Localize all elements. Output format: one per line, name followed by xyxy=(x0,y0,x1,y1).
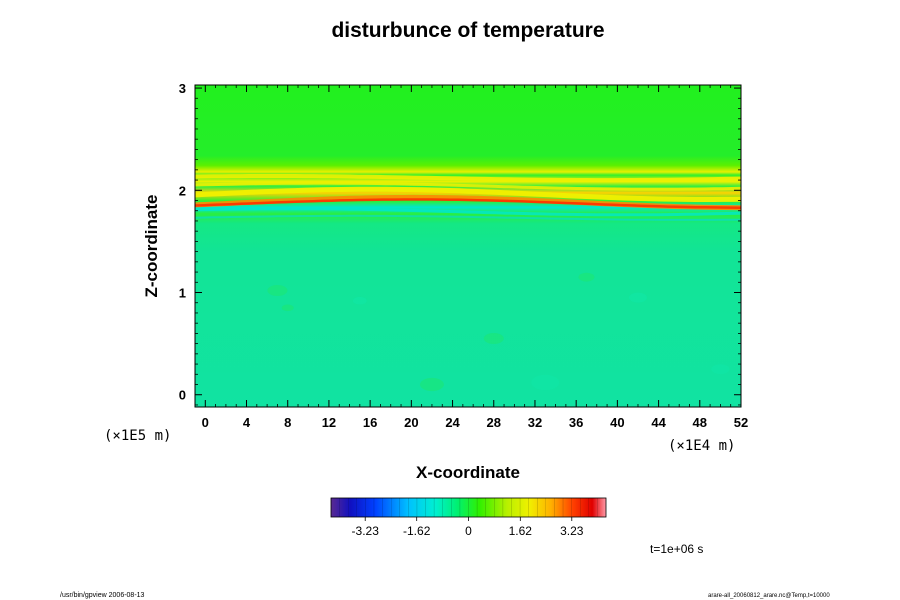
field-cell xyxy=(419,377,444,392)
x-tick-label: 36 xyxy=(569,415,583,430)
x-tick-label: 16 xyxy=(363,415,377,430)
y-tick-label: 3 xyxy=(179,81,186,96)
field-cell xyxy=(352,296,367,305)
cool-band-lower xyxy=(195,214,741,221)
field-cell xyxy=(483,333,504,345)
y-axis-title: Z-coordinate xyxy=(142,195,161,298)
colorbar-tick-label: 1.62 xyxy=(509,524,533,538)
y-tick-label: 2 xyxy=(179,183,186,198)
x-tick-label: 40 xyxy=(610,415,624,430)
field-cell xyxy=(578,272,595,282)
field-cell xyxy=(531,374,560,391)
heat-band-upper-2 xyxy=(195,181,741,191)
field-cell xyxy=(267,284,288,296)
field-cell xyxy=(628,292,647,303)
colorbar: -3.23 -1.62 0 1.62 3.23 xyxy=(330,497,607,538)
plot-frame xyxy=(194,84,742,408)
x-tick-label: 8 xyxy=(284,415,291,430)
x-tick-label: 48 xyxy=(693,415,707,430)
colorbar-tick-label: 3.23 xyxy=(560,524,584,538)
heat-band-core-red xyxy=(195,198,741,209)
x-tick-label: 52 xyxy=(734,415,748,430)
x-tick-label: 0 xyxy=(202,415,209,430)
y-tick-label: 0 xyxy=(179,388,186,403)
colorbar-tick-label: -1.62 xyxy=(403,524,431,538)
x-tick-label: 20 xyxy=(404,415,418,430)
x-tick-label: 32 xyxy=(528,415,542,430)
y-unit-label: (×1E5 m) xyxy=(104,428,171,444)
heat-band-upper xyxy=(195,174,741,183)
y-tick-label: 1 xyxy=(179,286,186,301)
footer-right: arare-all_20060812_arare.nc@Temp,t=10000 xyxy=(708,593,830,599)
colorbar-tick-label: -3.23 xyxy=(352,524,380,538)
colorbar-tick-label: 0 xyxy=(465,524,472,538)
x-tick-label: 12 xyxy=(322,415,336,430)
x-tick-label: 24 xyxy=(445,415,460,430)
footer-left: /usr/bin/gpview 2006-08-13 xyxy=(60,592,145,599)
field-cell xyxy=(281,304,294,312)
cool-band xyxy=(195,207,741,217)
x-unit-label: (×1E4 m) xyxy=(668,438,735,454)
chart-title: disturbunce of temperature xyxy=(331,19,604,42)
x-tick-label: 44 xyxy=(651,415,666,430)
x-axis-title: X-coordinate xyxy=(416,463,520,482)
heatmap-field xyxy=(195,85,741,407)
y-axis: 0 1 2 3 xyxy=(179,81,741,406)
x-axis: 0 4 8 12 16 20 24 28 32 36 40 44 48 52 xyxy=(194,85,748,430)
x-tick-label: 4 xyxy=(243,415,251,430)
heatmap-background xyxy=(195,85,741,407)
time-annotation: t=1e+06 s xyxy=(650,542,703,556)
x-tick-label: 28 xyxy=(487,415,501,430)
field-cell xyxy=(711,364,730,375)
heat-band-mid xyxy=(195,186,741,202)
colorbar-bar xyxy=(331,498,606,517)
